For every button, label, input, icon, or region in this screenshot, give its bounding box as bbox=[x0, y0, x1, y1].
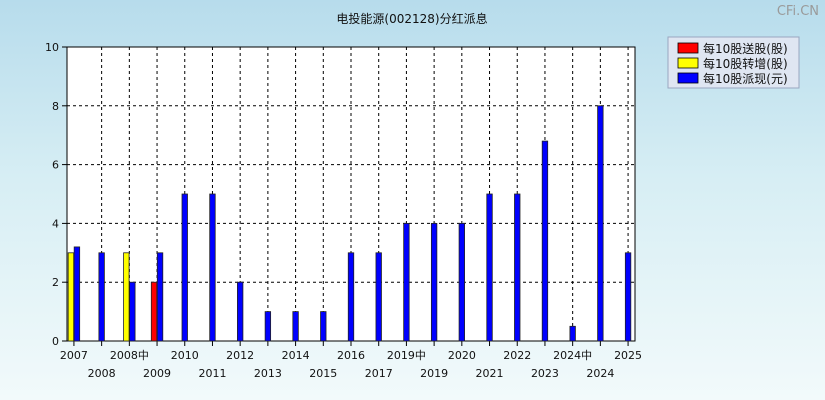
bar bbox=[458, 222, 465, 342]
bar bbox=[73, 246, 81, 342]
x-tick-label: 2023 bbox=[531, 367, 559, 380]
x-tick-label: 2025 bbox=[614, 349, 642, 362]
x-tick-label: 2008 bbox=[88, 367, 116, 380]
x-tick-label: 2024 bbox=[586, 367, 614, 380]
legend-label: 每10股送股(股) bbox=[703, 41, 788, 56]
bar bbox=[569, 325, 576, 342]
x-tick-label: 2017 bbox=[365, 367, 393, 380]
x-tick-label: 2013 bbox=[254, 367, 282, 380]
bar bbox=[150, 281, 158, 342]
y-tick-label: 4 bbox=[52, 217, 59, 230]
bar bbox=[156, 252, 164, 342]
bar bbox=[541, 140, 549, 342]
y-tick-label: 10 bbox=[45, 41, 59, 54]
bar bbox=[181, 193, 188, 342]
bar bbox=[514, 193, 521, 342]
y-tick-label: 0 bbox=[52, 335, 59, 348]
y-tick-label: 2 bbox=[52, 276, 59, 289]
x-tick-label: 2019 bbox=[420, 367, 448, 380]
x-tick-label: 2016 bbox=[337, 349, 365, 362]
bar bbox=[320, 311, 327, 342]
x-tick-label: 2010 bbox=[171, 349, 199, 362]
x-tick-label: 2007 bbox=[60, 349, 88, 362]
legend-swatch bbox=[677, 57, 699, 69]
bar bbox=[123, 252, 130, 342]
x-tick-label: 2020 bbox=[448, 349, 476, 362]
bar bbox=[403, 222, 410, 342]
bar bbox=[486, 193, 493, 342]
bar bbox=[347, 252, 355, 342]
legend-label: 每10股转增(股) bbox=[703, 56, 788, 71]
x-tick-label: 2012 bbox=[226, 349, 254, 362]
bar bbox=[264, 311, 272, 342]
bar bbox=[209, 193, 216, 342]
legend-label: 每10股派现(元) bbox=[703, 71, 788, 86]
watermark: CFi.CN bbox=[777, 4, 819, 19]
x-tick-label: 2015 bbox=[309, 367, 337, 380]
x-tick-label: 2021 bbox=[476, 367, 504, 380]
bar bbox=[597, 105, 604, 342]
x-tick-label: 2014 bbox=[282, 349, 310, 362]
y-tick-label: 6 bbox=[52, 159, 59, 172]
x-tick-label: 2019中 bbox=[387, 349, 426, 362]
bar bbox=[430, 222, 438, 342]
x-tick-label: 2022 bbox=[503, 349, 531, 362]
legend: 每10股送股(股)每10股转增(股)每10股派现(元) bbox=[667, 36, 800, 89]
bar bbox=[237, 281, 244, 342]
x-tick-label: 2008中 bbox=[110, 349, 149, 362]
legend-swatch bbox=[677, 42, 699, 54]
x-tick-label: 2009 bbox=[143, 367, 171, 380]
y-tick-label: 8 bbox=[52, 100, 59, 113]
x-tick-label: 2024中 bbox=[553, 349, 592, 362]
bar bbox=[375, 252, 382, 342]
legend-swatch bbox=[677, 72, 699, 84]
x-tick-label: 2011 bbox=[198, 367, 226, 380]
bar bbox=[292, 311, 299, 342]
bar bbox=[624, 252, 632, 342]
bar bbox=[129, 281, 136, 342]
chart-title: 电投能源(002128)分红派息 bbox=[336, 11, 487, 26]
bar bbox=[98, 252, 105, 342]
bar bbox=[67, 252, 75, 342]
